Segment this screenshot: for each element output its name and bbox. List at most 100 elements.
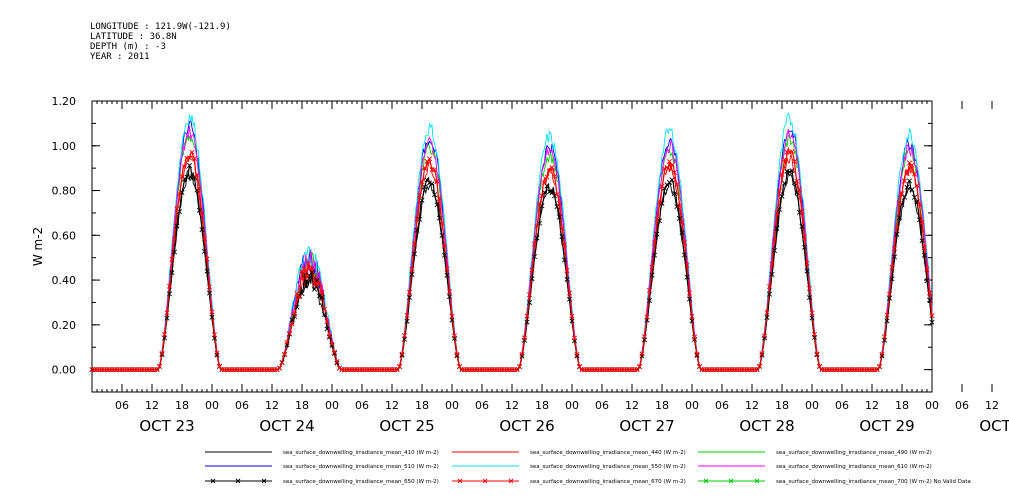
series-marker-6 bbox=[521, 337, 528, 343]
series-marker-7 bbox=[676, 203, 683, 209]
series-marker-7 bbox=[574, 351, 580, 357]
series-marker-6 bbox=[799, 223, 805, 229]
series-marker-7 bbox=[559, 226, 565, 232]
series-marker-6 bbox=[334, 360, 340, 366]
series-marker-6 bbox=[786, 169, 793, 175]
series-marker-7 bbox=[444, 266, 450, 272]
series-marker-6 bbox=[329, 342, 335, 348]
series-marker-7 bbox=[321, 306, 328, 312]
series-marker-6 bbox=[891, 254, 898, 260]
legend-entry-label: sea_surface_downwelling_irradiance_mean_… bbox=[283, 450, 439, 456]
series-marker-6 bbox=[306, 273, 313, 279]
series-marker-7 bbox=[539, 193, 545, 199]
x-hour-tick-label: 18 bbox=[895, 399, 909, 412]
series-marker-7 bbox=[279, 360, 285, 366]
series-marker-6 bbox=[781, 180, 788, 186]
series-marker-7 bbox=[781, 156, 788, 162]
series-marker-7 bbox=[571, 335, 578, 341]
series-marker-6 bbox=[434, 202, 440, 208]
series-marker-7 bbox=[524, 313, 530, 319]
series-marker-6 bbox=[166, 291, 173, 297]
series-marker-7 bbox=[541, 180, 548, 186]
series-marker-7 bbox=[159, 350, 165, 357]
series-marker-6 bbox=[299, 291, 305, 297]
series-marker-7 bbox=[901, 178, 908, 184]
series-marker-7 bbox=[416, 192, 423, 199]
series-marker-6 bbox=[209, 314, 215, 320]
series-marker-7 bbox=[194, 172, 200, 178]
series-marker-7 bbox=[774, 210, 780, 216]
series-marker-7 bbox=[274, 367, 280, 373]
x-hour-tick-label: 18 bbox=[655, 399, 669, 412]
series-marker-7 bbox=[761, 333, 768, 339]
series-marker-7 bbox=[526, 292, 533, 298]
x-hour-tick-label: 00 bbox=[805, 399, 819, 412]
series-marker-6 bbox=[689, 318, 695, 324]
x-hour-tick-label: 18 bbox=[415, 399, 429, 412]
series-marker-7 bbox=[791, 158, 798, 164]
series-marker-6 bbox=[551, 193, 558, 199]
series-marker-7 bbox=[656, 199, 663, 205]
series-marker-6 bbox=[171, 249, 178, 255]
series-marker-7 bbox=[644, 314, 650, 320]
series-marker-6 bbox=[406, 294, 413, 300]
series-marker-6 bbox=[779, 194, 785, 200]
series-marker-7 bbox=[889, 264, 895, 270]
series-marker-6 bbox=[174, 223, 180, 229]
y-axis-label: W m-2 bbox=[31, 227, 45, 266]
series-marker-7 bbox=[804, 260, 810, 266]
series-marker-7 bbox=[681, 240, 688, 246]
series-marker-7 bbox=[561, 242, 568, 248]
series-marker-6 bbox=[519, 353, 525, 359]
y-tick-label: 0.60 bbox=[52, 229, 77, 242]
series-marker-7 bbox=[319, 289, 325, 295]
series-marker-7 bbox=[419, 179, 425, 185]
series-marker-7 bbox=[286, 330, 293, 336]
series-marker-6 bbox=[694, 352, 700, 358]
series-marker-6 bbox=[446, 294, 453, 300]
series-marker-7 bbox=[764, 309, 770, 315]
series-marker-7 bbox=[569, 313, 575, 319]
series-marker-7 bbox=[281, 351, 288, 357]
legend-marker bbox=[235, 478, 241, 484]
series-marker-7 bbox=[649, 264, 655, 270]
series-marker-7 bbox=[394, 367, 400, 373]
series-marker-6 bbox=[531, 254, 538, 260]
series-marker-7 bbox=[694, 351, 700, 357]
legend-entry-label: sea_surface_downwelling_irradiance_mean_… bbox=[283, 464, 439, 470]
series-marker-7 bbox=[566, 290, 573, 296]
series-marker-7 bbox=[811, 331, 818, 337]
series-marker-7 bbox=[396, 363, 403, 369]
x-hour-tick-label: 18 bbox=[295, 399, 309, 412]
series-marker-6 bbox=[419, 197, 425, 203]
series-marker-6 bbox=[901, 194, 908, 200]
series-marker-7 bbox=[454, 351, 460, 357]
series-line-6 bbox=[92, 163, 933, 371]
series-marker-7 bbox=[551, 173, 558, 179]
series-marker-6 bbox=[429, 181, 435, 187]
series-marker-7 bbox=[814, 351, 820, 357]
x-hour-tick-label: 12 bbox=[505, 399, 519, 412]
x-hour-tick-label: 00 bbox=[925, 399, 939, 412]
series-marker-7 bbox=[214, 350, 220, 356]
series-marker-7 bbox=[451, 333, 458, 339]
series-marker-7 bbox=[414, 216, 420, 222]
series-marker-7 bbox=[426, 156, 433, 162]
series-marker-7 bbox=[216, 363, 223, 369]
series-marker-6 bbox=[681, 252, 688, 258]
series-marker-7 bbox=[686, 290, 693, 296]
series-marker-7 bbox=[446, 288, 453, 294]
x-day-label: OCT 24 bbox=[259, 417, 314, 435]
series-marker-6 bbox=[769, 271, 775, 277]
series-marker-7 bbox=[289, 321, 295, 327]
series-marker-6 bbox=[654, 231, 660, 237]
series-marker-7 bbox=[186, 155, 193, 161]
series-marker-6 bbox=[324, 326, 330, 332]
series-marker-6 bbox=[686, 296, 693, 302]
series-marker-6 bbox=[439, 233, 445, 239]
series-marker-6 bbox=[879, 353, 885, 359]
y-tick-label: 0.80 bbox=[52, 185, 77, 198]
series-marker-7 bbox=[326, 333, 333, 339]
series-marker-7 bbox=[171, 236, 178, 242]
x-hour-tick-label: 00 bbox=[325, 399, 339, 412]
